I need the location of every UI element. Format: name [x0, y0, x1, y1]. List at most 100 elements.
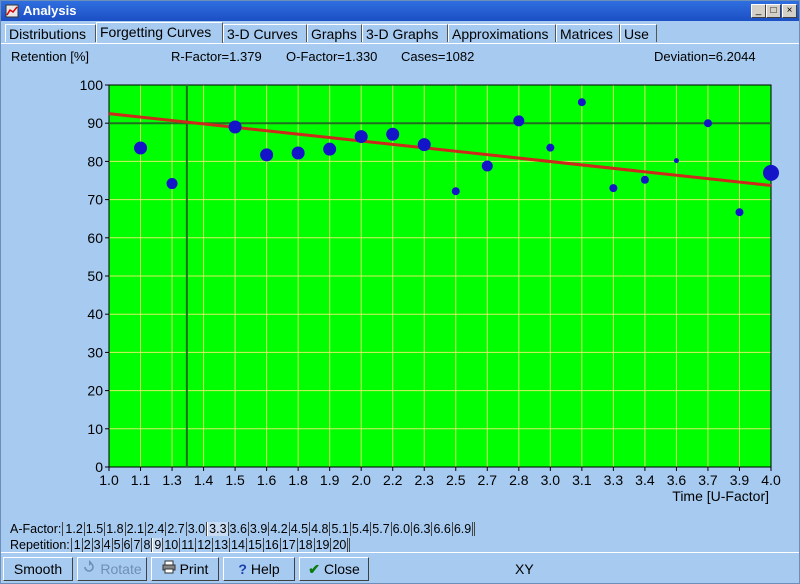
repetition-tab-17[interactable]: 17 [281, 538, 298, 552]
tab-3d-curves[interactable]: 3-D Curves [223, 24, 307, 42]
forgetting-curve-chart[interactable]: 1.0 1.1 1.3 1.4 1.5 1.6 1.8 1.9 2.0 2.2 2.3 2.5 2.7 2… [1, 69, 799, 509]
repetition-tab-20[interactable]: 20 [332, 538, 349, 552]
x-tick-label: 1.9 [320, 472, 340, 488]
data-point[interactable] [134, 141, 148, 155]
repetition-tab-18[interactable]: 18 [298, 538, 315, 552]
data-point[interactable] [451, 187, 460, 196]
data-point[interactable] [228, 120, 242, 134]
smooth-button[interactable]: Smooth [3, 557, 73, 581]
rotate-button[interactable]: Rotate [77, 557, 147, 581]
data-point[interactable] [763, 164, 779, 181]
data-point[interactable] [546, 143, 555, 152]
afactor-tab-4.8[interactable]: 4.8 [311, 522, 331, 536]
afactor-tab-3.6[interactable]: 3.6 [229, 522, 249, 536]
repetition-tab-1[interactable]: 1 [73, 538, 83, 552]
x-tick-label: 3.1 [572, 472, 592, 488]
afactor-tab-4.5[interactable]: 4.5 [290, 522, 311, 536]
afactor-tab-5.1[interactable]: 5.1 [331, 522, 351, 536]
tab-matrices[interactable]: Matrices [556, 24, 620, 42]
toolbar: Smooth Rotate Print ? Help ✔ Close XY [1, 556, 799, 582]
data-point[interactable] [640, 175, 649, 184]
y-tick-label: 80 [87, 153, 103, 169]
tab-3d-graphs[interactable]: 3-D Graphs [362, 24, 448, 42]
data-point[interactable] [609, 184, 618, 193]
x-tick-label: 2.8 [509, 472, 529, 488]
print-button[interactable]: Print [151, 557, 219, 581]
repetition-tab-2[interactable]: 2 [83, 538, 93, 552]
y-tick-label: 100 [80, 77, 104, 93]
printer-icon [162, 560, 176, 574]
data-point[interactable] [417, 138, 431, 152]
repetition-tab-16[interactable]: 16 [264, 538, 281, 552]
repetition-tab-8[interactable]: 8 [143, 538, 153, 552]
x-tick-label: 3.6 [667, 472, 687, 488]
afactor-tabs: A-Factor: 1.2 1.5 1.8 2.1 2.4 2.7 3.0 3.3 3.6 3.9 4… [9, 522, 476, 537]
y-tick-label: 50 [87, 268, 103, 284]
afactor-tab-1.8[interactable]: 1.8 [106, 522, 126, 536]
help-button[interactable]: ? Help [223, 557, 295, 581]
data-point[interactable] [323, 142, 337, 156]
x-tick-label: 3.0 [541, 472, 561, 488]
data-point[interactable] [291, 146, 305, 160]
afactor-tab-6.3[interactable]: 6.3 [413, 522, 433, 536]
repetition-tab-19[interactable]: 19 [315, 538, 332, 552]
tab-approximations[interactable]: Approximations [448, 24, 556, 42]
repetition-tab-9[interactable]: 9 [152, 538, 164, 552]
afactor-tab-6.6[interactable]: 6.6 [433, 522, 453, 536]
repetition-tab-12[interactable]: 12 [197, 538, 214, 552]
minimize-button[interactable]: _ [751, 4, 766, 18]
afactor-tab-1.5[interactable]: 1.5 [85, 522, 106, 536]
tab-graphs[interactable]: Graphs [307, 24, 362, 42]
repetition-tab-13[interactable]: 13 [214, 538, 231, 552]
repetition-tab-4[interactable]: 4 [103, 538, 113, 552]
afactor-tab-2.7[interactable]: 2.7 [167, 522, 187, 536]
repetition-tab-5[interactable]: 5 [113, 538, 123, 552]
tab-forgetting-curves[interactable]: Forgetting Curves [96, 22, 223, 43]
x-tick-label: 3.9 [730, 472, 750, 488]
repetition-tab-14[interactable]: 14 [231, 538, 247, 552]
y-axis-label: Retention [%] [11, 49, 90, 64]
y-tick-label: 40 [87, 306, 103, 322]
afactor-tab-3.9[interactable]: 3.9 [249, 522, 270, 536]
data-point[interactable] [386, 127, 400, 141]
tab-distributions[interactable]: Distributions [5, 24, 96, 42]
x-tick-label: 1.1 [131, 472, 151, 488]
close-button[interactable]: ✔ Close [299, 557, 369, 581]
data-point[interactable] [673, 158, 679, 164]
data-point[interactable] [577, 98, 586, 107]
data-point[interactable] [354, 130, 368, 144]
tab-use[interactable]: Use [620, 24, 657, 42]
afactor-tab-3.0[interactable]: 3.0 [187, 522, 208, 536]
y-tick-label: 20 [87, 383, 103, 399]
data-point[interactable] [481, 160, 493, 172]
repetition-tab-7[interactable]: 7 [133, 538, 143, 552]
title-bar[interactable]: Analysis _ □ × [1, 1, 799, 21]
repetition-tab-11[interactable]: 11 [181, 538, 197, 552]
afactor-tab-2.1[interactable]: 2.1 [126, 522, 146, 536]
afactor-tab-1.2[interactable]: 1.2 [65, 522, 85, 536]
help-label: Help [250, 561, 280, 577]
afactor-tab-2.4[interactable]: 2.4 [146, 522, 167, 536]
afactor-tab-6.0[interactable]: 6.0 [392, 522, 413, 536]
data-point[interactable] [735, 208, 744, 217]
data-point[interactable] [703, 119, 712, 128]
afactor-tab-4.2[interactable]: 4.2 [270, 522, 290, 536]
maximize-button[interactable]: □ [766, 4, 781, 18]
repetition-tab-3[interactable]: 3 [93, 538, 103, 552]
close-window-button[interactable]: × [782, 4, 797, 18]
afactor-tab-6.9[interactable]: 6.9 [453, 522, 474, 536]
y-tick-label: 0 [95, 459, 103, 475]
afactor-tab-5.4[interactable]: 5.4 [351, 522, 372, 536]
repetition-values: 1 2 3 4 5 6 7 8 9 10 11 12 13 14 15 16 17 18 19 20 [72, 538, 351, 552]
data-point[interactable] [260, 148, 274, 162]
repetition-tab-15[interactable]: 15 [247, 538, 264, 552]
x-tick-label: 2.7 [478, 472, 498, 488]
close-label: Close [323, 561, 360, 577]
afactor-tab-3.3[interactable]: 3.3 [207, 522, 229, 536]
data-point[interactable] [513, 115, 525, 127]
data-point[interactable] [166, 178, 178, 190]
repetition-tab-10[interactable]: 10 [164, 538, 181, 552]
repetition-tab-6[interactable]: 6 [123, 538, 133, 552]
afactor-tab-5.7[interactable]: 5.7 [372, 522, 392, 536]
